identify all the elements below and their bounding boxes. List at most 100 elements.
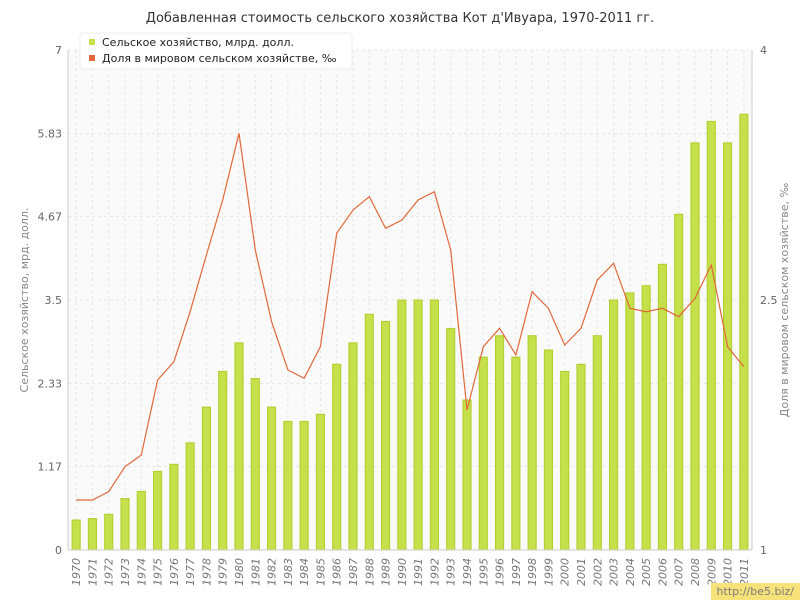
bar (364, 313, 374, 551)
bar (299, 420, 309, 551)
bar (657, 263, 667, 551)
x-tick-label: 1972 (103, 558, 116, 586)
x-tick-label: 2002 (591, 558, 604, 586)
x-tick-label: 1996 (494, 558, 507, 586)
y-left-tick-label: 5.83 (38, 128, 63, 141)
x-tick-label: 1995 (477, 558, 490, 586)
x-tick-label: 1979 (217, 558, 230, 586)
legend: Сельское хозяйство, млрд. долл. Доля в м… (79, 32, 353, 70)
x-tick-label: 1976 (168, 558, 181, 586)
x-tick-label: 1974 (135, 558, 148, 586)
line-share (76, 133, 745, 501)
x-tick-label: 1975 (152, 558, 165, 586)
bar (609, 299, 619, 551)
x-tick-label: 1970 (70, 558, 83, 586)
y-right-tick-label: 1 (760, 544, 767, 557)
bar (478, 356, 488, 551)
x-tick-label: 2001 (575, 558, 588, 586)
y-left-tick-label: 0 (55, 544, 62, 557)
bar (120, 498, 130, 551)
x-tick-label: 1980 (233, 558, 246, 586)
x-tick-label: 2003 (608, 558, 621, 586)
x-tick-label: 1999 (542, 558, 555, 586)
legend-label-bars: Сельское хозяйство, млрд. долл. (102, 36, 294, 49)
x-tick-label: 2007 (673, 558, 686, 586)
bar (462, 399, 472, 551)
y-axis-left-label: Сельское хозяйство, мрд. долл. (18, 208, 31, 393)
x-tick-label: 1981 (249, 558, 262, 586)
y-right-tick-label: 2.5 (760, 294, 778, 307)
bar (674, 213, 684, 551)
bar (413, 299, 423, 551)
bar (446, 328, 456, 551)
watermark[interactable]: http://be5.biz/ (710, 583, 800, 600)
bar (348, 342, 358, 551)
bar (641, 285, 651, 551)
x-tick-label: 1988 (363, 558, 376, 586)
bar (690, 142, 700, 551)
bar-series (71, 113, 749, 551)
y-axis-right-label: Доля в мировом сельском хозяйстве, ‰ (778, 183, 791, 418)
y-right-tick-label: 4 (760, 44, 767, 57)
line-series (76, 133, 745, 501)
legend-label-line: Доля в мировом сельском хозяйстве, ‰ (102, 52, 337, 65)
x-tick-label: 2000 (559, 558, 572, 586)
bar (185, 442, 195, 551)
y-left-tick-label: 2.33 (38, 378, 63, 391)
bar (706, 120, 716, 551)
bar (495, 335, 505, 551)
axes (67, 50, 753, 551)
bar (576, 363, 586, 551)
legend-marker-bars (89, 39, 95, 45)
x-tick-label: 2009 (705, 558, 718, 586)
bar (397, 299, 407, 551)
bar (169, 463, 179, 551)
bar (104, 513, 114, 551)
x-tick-label: 1986 (331, 558, 344, 586)
x-tick-label: 2011 (738, 558, 751, 586)
bar (527, 335, 537, 551)
x-tick-label: 2008 (689, 558, 702, 586)
legend-box (79, 32, 353, 70)
bar (153, 470, 163, 551)
bar (136, 490, 146, 551)
x-tick-label: 1982 (266, 558, 279, 586)
x-tick-label: 1992 (428, 558, 441, 586)
x-tick-label: 1993 (445, 558, 458, 586)
bar (267, 406, 277, 551)
x-tick-label: 1997 (510, 558, 523, 586)
x-tick-label: 1991 (412, 558, 425, 586)
bar (511, 356, 521, 551)
bar (315, 413, 326, 551)
y-left-tick-label: 1.17 (38, 460, 63, 473)
bar (739, 113, 749, 551)
bar (381, 320, 391, 551)
x-tick-label: 2004 (624, 558, 637, 586)
bar (429, 299, 440, 551)
x-tick-label: 2006 (656, 558, 669, 586)
bar (218, 370, 228, 551)
bar (283, 420, 293, 551)
x-tick-label: 1973 (119, 558, 132, 586)
x-tick-label: 1987 (347, 558, 360, 586)
x-tick-label: 1983 (282, 558, 295, 586)
bar (592, 335, 602, 551)
chart-title: Добавленная стоимость сельского хозяйств… (146, 11, 654, 26)
bar (71, 519, 81, 551)
legend-marker-line (89, 55, 95, 61)
x-tick-label: 1994 (461, 558, 474, 586)
x-tick-label: 2010 (722, 558, 735, 586)
x-tick-label: 1984 (298, 558, 311, 586)
x-tick-label: 2005 (640, 558, 653, 586)
x-tick-label: 1977 (184, 558, 197, 586)
x-tick-label: 1989 (380, 558, 393, 586)
x-tick-label: 1985 (314, 558, 327, 586)
bar (543, 349, 553, 551)
x-tick-label: 1971 (86, 558, 99, 586)
x-tick-label: 1998 (526, 558, 539, 586)
y-left-tick-label: 7 (55, 44, 62, 57)
bar (560, 370, 570, 551)
bar (234, 342, 244, 551)
